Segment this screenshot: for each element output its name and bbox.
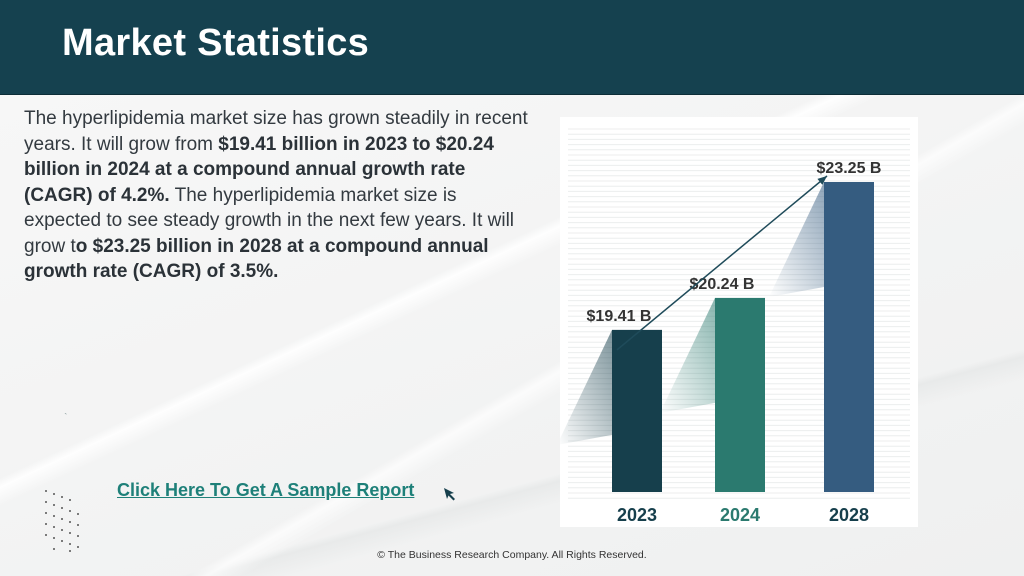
bar-glow-2023: [560, 329, 612, 445]
market-chart: $19.41 B $20.24 B $23.25 B 2023 2024 2028: [560, 117, 918, 527]
tick-label-2028: 2028: [829, 505, 869, 525]
paragraph-bold-2: o $23.25 billion in 2028 at a compound a…: [24, 235, 489, 283]
bar-2024: [715, 297, 765, 492]
trend-arrow-head: [817, 176, 827, 185]
dot-pattern-decoration: [45, 490, 79, 552]
paragraph-text-1: The hyperlipidemia market size has grown…: [24, 108, 528, 155]
trend-arrow-line: [616, 175, 828, 351]
data-label-2023: $19.41 B: [587, 308, 652, 325]
paragraph-text-2: The hyperlipidemia market size is expect…: [24, 184, 515, 257]
data-label-2028: $23.25 B: [817, 160, 882, 177]
sample-report-link[interactable]: Click Here To Get A Sample Report: [117, 480, 415, 500]
bar-2023: [612, 329, 662, 492]
header-bar: Market Statistics: [0, 0, 1024, 95]
small-mark: ˋ: [64, 412, 68, 424]
chart-svg: $19.41 B $20.24 B $23.25 B 2023 2024 2028: [560, 128, 910, 525]
bar-glow-2028: [769, 182, 824, 297]
data-label-2024: $20.24 B: [690, 276, 755, 293]
cursor-arrow-icon: [444, 488, 455, 501]
bar-glow-2024: [660, 297, 715, 413]
tick-label-2023: 2023: [617, 505, 657, 525]
bar-2028: [824, 182, 874, 492]
copyright-footer: © The Business Research Company. All Rig…: [377, 549, 647, 561]
paragraph-bold-1: $19.41 billion in 2023 to $20.24 billion…: [24, 133, 494, 206]
page-title: Market Statistics: [62, 22, 370, 64]
tick-label-2024: 2024: [720, 505, 760, 525]
market-description: The hyperlipidemia market size has grown…: [24, 106, 534, 285]
